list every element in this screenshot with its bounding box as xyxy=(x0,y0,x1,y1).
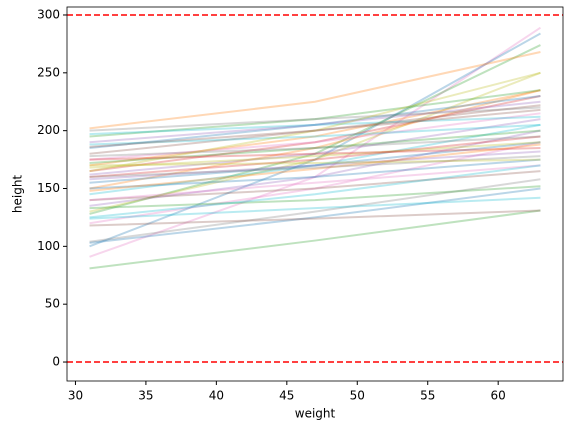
x-axis-label: weight xyxy=(295,407,336,421)
x-tick-label: 35 xyxy=(138,389,153,403)
x-tick-label: 50 xyxy=(350,389,365,403)
line xyxy=(89,112,541,161)
x-tick-label: 40 xyxy=(209,389,224,403)
line xyxy=(89,141,541,184)
line xyxy=(89,141,541,225)
y-tick-label: 0 xyxy=(52,355,60,369)
line xyxy=(89,143,541,192)
line xyxy=(89,129,541,165)
line xyxy=(89,178,541,243)
line xyxy=(89,150,541,181)
y-tick-label: 250 xyxy=(37,65,60,79)
y-tick-label: 50 xyxy=(45,297,60,311)
plot-frame xyxy=(66,6,564,382)
x-tick-label: 55 xyxy=(420,389,435,403)
line xyxy=(89,187,541,244)
line xyxy=(89,209,541,227)
line xyxy=(89,135,541,178)
line xyxy=(89,158,541,190)
line xyxy=(89,158,541,167)
line xyxy=(89,196,541,220)
line xyxy=(89,123,541,196)
line xyxy=(89,170,541,202)
line xyxy=(89,185,541,210)
line xyxy=(89,89,541,167)
y-tick-label: 200 xyxy=(37,123,60,137)
line xyxy=(89,115,541,136)
line xyxy=(89,135,541,158)
line xyxy=(89,209,541,270)
y-axis-label: height xyxy=(11,175,25,214)
line xyxy=(89,26,542,258)
line xyxy=(89,71,541,173)
line xyxy=(89,106,541,132)
line xyxy=(89,129,541,207)
line xyxy=(89,89,541,138)
line xyxy=(89,44,541,215)
line xyxy=(89,100,541,144)
line xyxy=(89,89,541,190)
line xyxy=(89,94,541,173)
line xyxy=(89,123,541,146)
line xyxy=(89,141,541,169)
line xyxy=(89,164,541,202)
line xyxy=(89,51,541,130)
line xyxy=(89,104,541,155)
line xyxy=(89,147,541,161)
y-tick-label: 100 xyxy=(37,239,60,253)
line xyxy=(89,32,541,248)
line xyxy=(89,118,541,176)
y-tick-label: 300 xyxy=(37,7,60,21)
line xyxy=(89,94,541,150)
x-tick-label: 45 xyxy=(279,389,294,403)
line xyxy=(89,155,541,178)
x-tick-label: 30 xyxy=(68,389,83,403)
line xyxy=(89,164,541,219)
line xyxy=(89,108,541,148)
x-tick-label: 60 xyxy=(491,389,506,403)
y-tick-label: 150 xyxy=(37,181,60,195)
line xyxy=(89,71,541,213)
